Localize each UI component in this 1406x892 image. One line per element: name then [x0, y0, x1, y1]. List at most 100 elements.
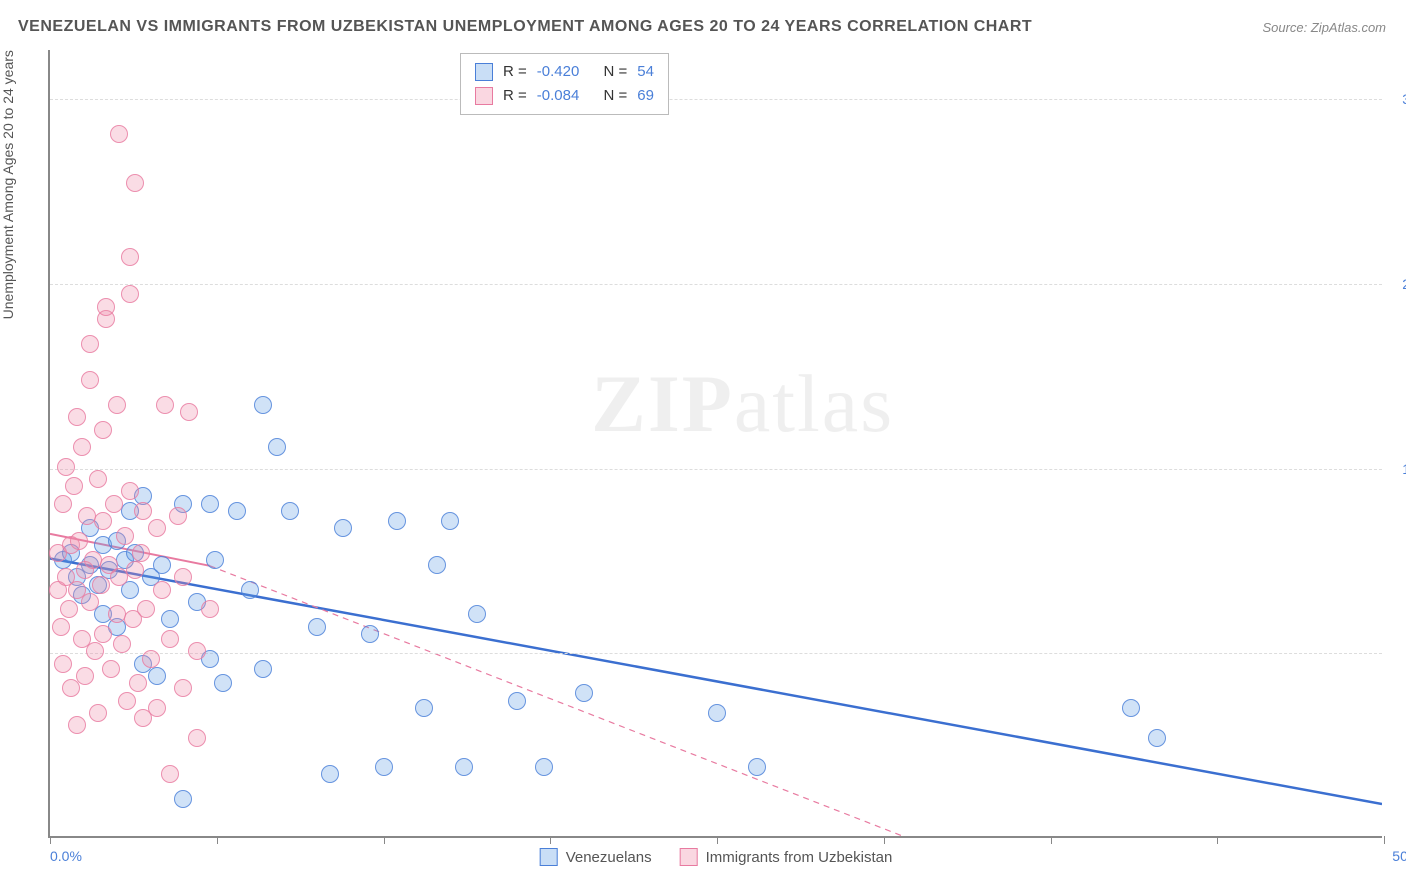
- x-tick: [384, 836, 385, 844]
- scatter-point: [113, 635, 131, 653]
- scatter-point: [153, 581, 171, 599]
- scatter-point: [169, 507, 187, 525]
- scatter-point: [428, 556, 446, 574]
- scatter-point: [52, 618, 70, 636]
- correlation-legend: R = -0.420 N = 54 R = -0.084 N = 69: [460, 53, 669, 115]
- scatter-point: [137, 600, 155, 618]
- x-tick: [884, 836, 885, 844]
- scatter-point: [575, 684, 593, 702]
- scatter-point: [134, 502, 152, 520]
- x-tick: [50, 836, 51, 844]
- swatch-blue-icon: [540, 848, 558, 866]
- scatter-point: [126, 561, 144, 579]
- scatter-point: [102, 660, 120, 678]
- scatter-point: [76, 667, 94, 685]
- scatter-point: [321, 765, 339, 783]
- scatter-point: [129, 674, 147, 692]
- scatter-point: [94, 421, 112, 439]
- scatter-point: [148, 667, 166, 685]
- scatter-point: [468, 605, 486, 623]
- scatter-point: [174, 790, 192, 808]
- scatter-point: [206, 551, 224, 569]
- scatter-point: [81, 335, 99, 353]
- scatter-point: [388, 512, 406, 530]
- x-tick: [717, 836, 718, 844]
- scatter-point: [118, 692, 136, 710]
- source-attribution: Source: ZipAtlas.com: [1262, 20, 1386, 35]
- gridline: [50, 469, 1382, 470]
- scatter-point: [142, 650, 160, 668]
- scatter-point: [81, 593, 99, 611]
- y-tick-label: 30.0%: [1387, 91, 1406, 107]
- scatter-point: [81, 371, 99, 389]
- scatter-point: [748, 758, 766, 776]
- scatter-point: [121, 248, 139, 266]
- x-tick: [1217, 836, 1218, 844]
- scatter-point: [708, 704, 726, 722]
- scatter-point: [89, 704, 107, 722]
- scatter-point: [94, 625, 112, 643]
- gridline: [50, 653, 1382, 654]
- scatter-point: [121, 482, 139, 500]
- scatter-point: [161, 630, 179, 648]
- scatter-point: [1122, 699, 1140, 717]
- gridline: [50, 284, 1382, 285]
- x-tick: [1051, 836, 1052, 844]
- r-label: R =: [503, 60, 527, 84]
- scatter-point: [228, 502, 246, 520]
- scatter-point: [73, 438, 91, 456]
- scatter-point: [132, 544, 150, 562]
- scatter-point: [174, 679, 192, 697]
- n-value: 69: [637, 84, 654, 108]
- n-label: N =: [603, 60, 627, 84]
- scatter-point: [441, 512, 459, 530]
- n-value: 54: [637, 60, 654, 84]
- watermark: ZIPatlas: [591, 357, 894, 451]
- y-tick-label: 22.5%: [1387, 276, 1406, 292]
- scatter-point: [241, 581, 259, 599]
- legend-label: Venezuelans: [566, 849, 652, 866]
- series-legend: Venezuelans Immigrants from Uzbekistan: [540, 848, 893, 866]
- scatter-point: [508, 692, 526, 710]
- legend-row-blue: R = -0.420 N = 54: [475, 60, 654, 84]
- legend-item-venezuelans: Venezuelans: [540, 848, 652, 866]
- scatter-point: [57, 458, 75, 476]
- scatter-point: [126, 174, 144, 192]
- chart-title: VENEZUELAN VS IMMIGRANTS FROM UZBEKISTAN…: [18, 18, 1032, 36]
- legend-row-pink: R = -0.084 N = 69: [475, 84, 654, 108]
- scatter-point: [254, 660, 272, 678]
- scatter-point: [254, 396, 272, 414]
- legend-item-uzbekistan: Immigrants from Uzbekistan: [680, 848, 893, 866]
- r-value: -0.420: [537, 60, 580, 84]
- scatter-plot-area: ZIPatlas R = -0.420 N = 54 R = -0.084 N …: [48, 50, 1382, 838]
- scatter-point: [268, 438, 286, 456]
- scatter-point: [89, 470, 107, 488]
- scatter-point: [110, 125, 128, 143]
- scatter-point: [92, 576, 110, 594]
- legend-label: Immigrants from Uzbekistan: [706, 849, 893, 866]
- scatter-point: [201, 600, 219, 618]
- scatter-point: [174, 568, 192, 586]
- scatter-point: [68, 408, 86, 426]
- scatter-point: [121, 285, 139, 303]
- scatter-point: [281, 502, 299, 520]
- scatter-point: [108, 396, 126, 414]
- scatter-point: [105, 495, 123, 513]
- scatter-point: [415, 699, 433, 717]
- r-label: R =: [503, 84, 527, 108]
- scatter-point: [361, 625, 379, 643]
- scatter-point: [97, 298, 115, 316]
- scatter-point: [70, 532, 88, 550]
- n-label: N =: [603, 84, 627, 108]
- y-tick-label: 7.5%: [1387, 645, 1406, 661]
- scatter-point: [161, 610, 179, 628]
- scatter-point: [334, 519, 352, 537]
- x-tick-label: 0.0%: [50, 848, 82, 864]
- swatch-pink-icon: [680, 848, 698, 866]
- scatter-point: [60, 600, 78, 618]
- scatter-point: [201, 495, 219, 513]
- x-tick: [217, 836, 218, 844]
- scatter-point: [148, 519, 166, 537]
- scatter-point: [308, 618, 326, 636]
- y-axis-label: Unemployment Among Ages 20 to 24 years: [0, 50, 16, 319]
